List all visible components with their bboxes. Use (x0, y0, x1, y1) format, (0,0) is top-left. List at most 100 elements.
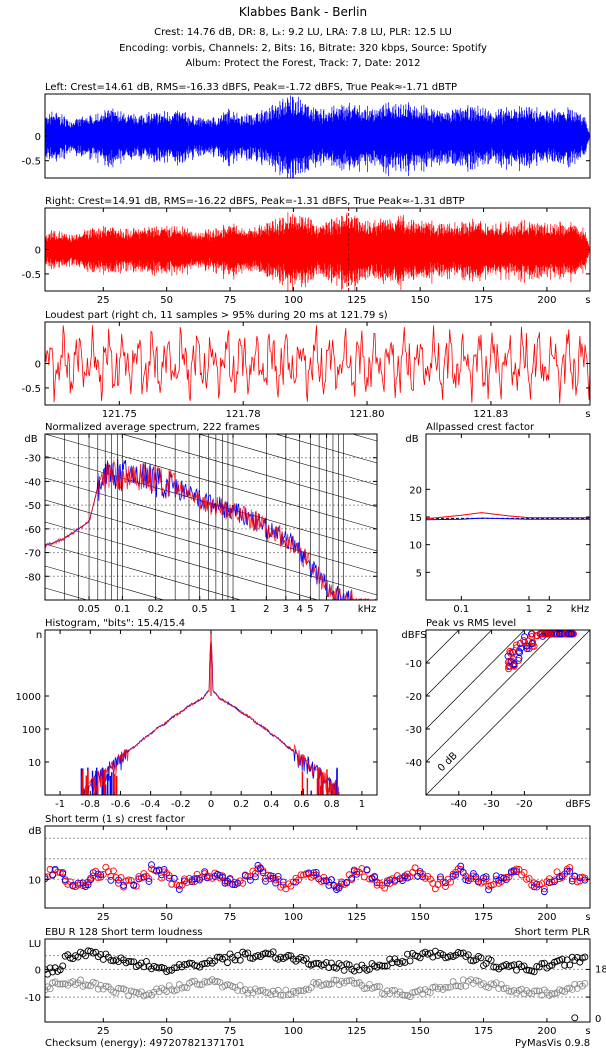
loudness-point (561, 961, 569, 969)
crest-point (259, 867, 267, 875)
crest-point (513, 865, 520, 873)
plr-point (447, 983, 454, 991)
panel-title: Histogram, "bits": 15.4/15.4 (45, 618, 185, 629)
plr-point (107, 986, 115, 993)
loudness-point (246, 954, 254, 962)
x-tick-label: 100 (284, 1026, 303, 1037)
crest-point (246, 872, 254, 880)
y-tick-label: -60 (25, 525, 41, 536)
plr-point (548, 990, 556, 997)
panel-right: Right: Crest=14.91 dB, RMS=-16.22 dBFS, … (21, 196, 590, 306)
loudness-point (383, 962, 391, 970)
loudness-point (269, 948, 277, 956)
loudness-point (107, 956, 115, 964)
peak-rms-point (562, 630, 570, 638)
loudness-point (571, 1014, 579, 1022)
y-tick-label: -10 (406, 659, 422, 670)
x-tick-label: 3 (283, 604, 289, 615)
x-tick-label: 7 (323, 604, 329, 615)
peak-rms-point (546, 630, 554, 638)
crest-point (312, 869, 320, 876)
x-tick-label: 2 (546, 604, 552, 615)
crest-point (132, 882, 140, 890)
panel-title: Allpassed crest factor (426, 422, 535, 433)
x-tick-label: 100 (284, 295, 303, 306)
crest-point (175, 882, 183, 890)
panel-title: Right: Crest=14.91 dB, RMS=-16.22 dBFS, … (45, 196, 465, 207)
allpass-curve (426, 512, 590, 520)
peak-rms-point (539, 632, 547, 640)
crest-point (540, 885, 548, 893)
plr-point (454, 982, 462, 990)
loudness-point (180, 961, 188, 968)
plot-area-loudest (45, 325, 590, 404)
plr-point (373, 983, 381, 990)
plr-point (429, 984, 437, 991)
plr-point (115, 984, 122, 992)
peak-rms-point (521, 638, 529, 646)
y-tick-label: -40 (25, 477, 41, 488)
plr-point (211, 978, 219, 986)
slope-line (120, 434, 377, 508)
panel-crest: Short term (1 s) crest factor dB 10 25 50 75 1… (28, 814, 590, 923)
plr-point (530, 987, 538, 995)
y-unit-label: dB (405, 434, 418, 445)
x-tick-label: 0.6 (294, 799, 310, 810)
x-tick-label: 121.78 (226, 409, 261, 420)
plr-point (84, 981, 92, 989)
y-unit-label: dB (24, 434, 37, 445)
plr-point (201, 978, 209, 985)
allpass-curve (426, 517, 590, 521)
slope-line (45, 477, 377, 574)
x-tick-label: 175 (474, 912, 493, 923)
panel-title: Short term (1 s) crest factor (45, 814, 186, 825)
peak-rms-point (512, 641, 520, 649)
crest-point (411, 864, 419, 872)
diagonal-label: 0 dB (436, 750, 460, 774)
loudness-point (381, 962, 389, 970)
crest-point (297, 871, 305, 879)
x-unit-label: kHz (358, 604, 377, 615)
slope-line (45, 499, 377, 596)
loudness-point (406, 957, 414, 965)
x-tick-label: 75 (224, 1026, 237, 1037)
crest-point (520, 868, 528, 876)
plot-area-spectrum (45, 434, 377, 600)
crest-point (452, 871, 460, 879)
crest-point (59, 870, 67, 878)
peak-rms-point (513, 644, 520, 652)
plot-frame (44, 938, 591, 1023)
x-tick-label: 200 (537, 1026, 556, 1037)
loudness-point (153, 964, 160, 971)
plot-area-left (45, 95, 590, 178)
peak-rms-point (507, 658, 515, 666)
loudness-point (523, 966, 531, 974)
x-tick-label: 0.5 (192, 604, 208, 615)
plr-point (581, 980, 589, 987)
waveform-left (45, 95, 590, 178)
panel-title: Normalized average spectrum, 222 frames (45, 422, 260, 433)
y-tick-label: 1000 (16, 692, 41, 703)
plr-point (94, 985, 102, 993)
y-tick-label: 5 (416, 568, 422, 579)
crest-point (540, 888, 548, 896)
plr-point (533, 987, 541, 995)
crest-point (358, 865, 366, 872)
panel-title: Loudest part (right ch, 11 samples > 95%… (45, 310, 388, 321)
peak-rms-point (509, 649, 517, 657)
x-tick-label: 50 (160, 1026, 173, 1037)
plr-point (130, 988, 138, 996)
crest-point (363, 866, 371, 874)
slope-line (45, 434, 377, 530)
loudness-point (566, 961, 574, 969)
plot-area-histogram (80, 632, 340, 795)
plot-area-allpass (426, 512, 590, 521)
loudness-point (125, 957, 133, 965)
summary-line-1: Crest: 14.76 dB, DR: 8, Lₖ: 9.2 LU, LRA:… (154, 27, 452, 38)
spectrum-curve (45, 458, 377, 600)
x-tick-label: 1 (359, 799, 365, 810)
peak-rms-point (528, 633, 536, 640)
plr-point (282, 986, 290, 994)
y-tick-label: -0.5 (21, 157, 41, 168)
waveform-right (45, 212, 590, 291)
